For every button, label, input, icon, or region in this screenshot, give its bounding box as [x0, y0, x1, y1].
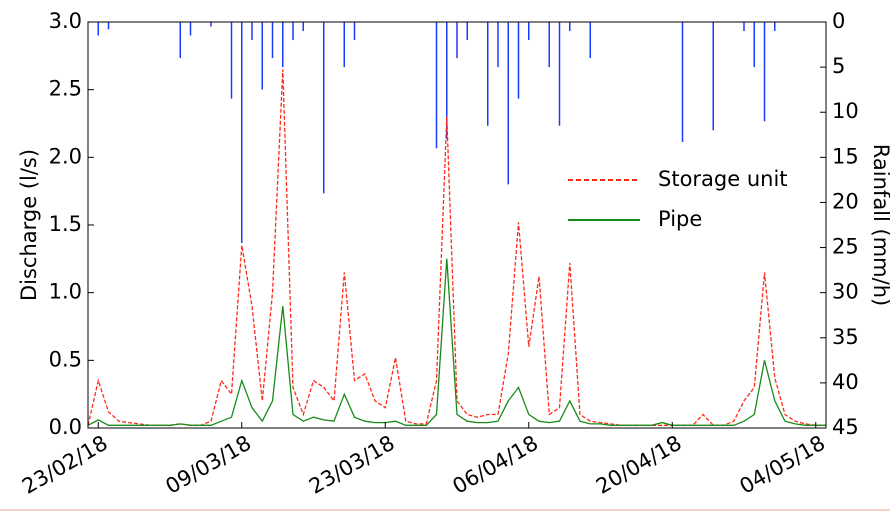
x-tick-label: 23/03/18 — [305, 431, 399, 499]
x-tick-label: 20/04/18 — [592, 431, 686, 499]
y-tick-label: 1.0 — [49, 280, 82, 304]
y2-tick-label: 20 — [832, 189, 859, 213]
y2-tick-label: 30 — [832, 280, 859, 304]
y2-tick-label: 10 — [832, 99, 859, 123]
y-tick-label: 0.5 — [49, 347, 82, 371]
series-line — [87, 69, 826, 426]
y2-tick-label: 15 — [832, 144, 859, 168]
y2-tick-label: 35 — [832, 325, 859, 349]
y-tick-label: 0.0 — [49, 415, 82, 439]
y-tick-label: 3.0 — [49, 9, 82, 33]
y2-axis-label: Rainfall (mm/h) — [869, 144, 890, 306]
y-tick-label: 2.0 — [49, 144, 82, 168]
x-tick-label: 04/05/18 — [736, 431, 830, 499]
x-tick-label: 23/02/18 — [18, 431, 112, 499]
y2-tick-label: 25 — [832, 235, 859, 259]
y-axis-label: Discharge (l/s) — [17, 149, 41, 301]
y-tick-label: 1.5 — [49, 212, 82, 236]
legend-label: Storage unit — [658, 167, 788, 191]
x-tick-label: 06/04/18 — [449, 431, 543, 499]
y2-tick-label: 5 — [832, 54, 845, 78]
y2-tick-label: 40 — [832, 370, 859, 394]
legend-label: Pipe — [658, 207, 702, 231]
series-line — [87, 258, 826, 426]
x-tick-label: 09/03/18 — [162, 431, 256, 499]
plot-frame — [87, 21, 827, 429]
y2-tick-label: 0 — [832, 9, 845, 33]
y-tick-label: 2.5 — [49, 77, 82, 101]
y2-tick-label: 45 — [832, 415, 859, 439]
